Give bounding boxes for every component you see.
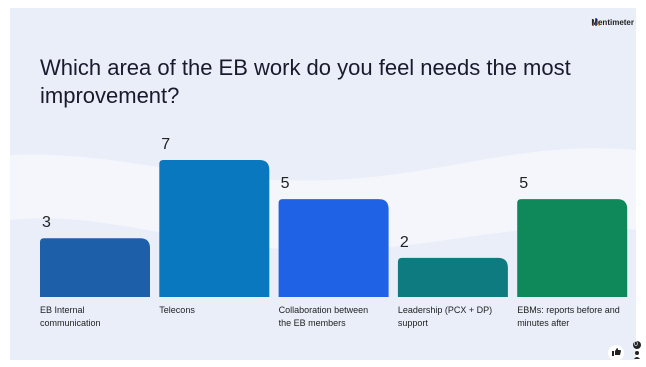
bar (40, 238, 150, 297)
bar (278, 199, 389, 297)
value-label: 2 (399, 233, 409, 251)
x-tick-label: Collaboration between the EB members (278, 305, 369, 328)
x-tick-label: EBMs: reports before and minutes after (517, 305, 620, 328)
x-tick-label: EB Internal communication (40, 305, 101, 328)
value-label: 7 (161, 136, 171, 153)
value-label: 5 (280, 175, 290, 193)
logo-bar (592, 20, 594, 26)
participant-count: 0 (634, 341, 638, 348)
x-tick-label: Telecons (159, 305, 195, 315)
person-icon (634, 357, 640, 359)
bar (159, 160, 270, 297)
x-tick-label: Leadership (PCX + DP) support (397, 305, 493, 328)
brand: Mentimeter (591, 18, 634, 27)
bar (397, 257, 508, 297)
chart-title: Which area of the EB work do you feel ne… (40, 55, 571, 108)
logo-bar (595, 18, 597, 26)
value-label: 3 (42, 214, 51, 232)
value-label: 5 (519, 175, 529, 193)
person-icon (635, 351, 639, 355)
thumbs-up-icon (612, 348, 621, 356)
count-badge (633, 341, 641, 349)
logo-bar (598, 21, 600, 26)
bar (517, 199, 628, 297)
